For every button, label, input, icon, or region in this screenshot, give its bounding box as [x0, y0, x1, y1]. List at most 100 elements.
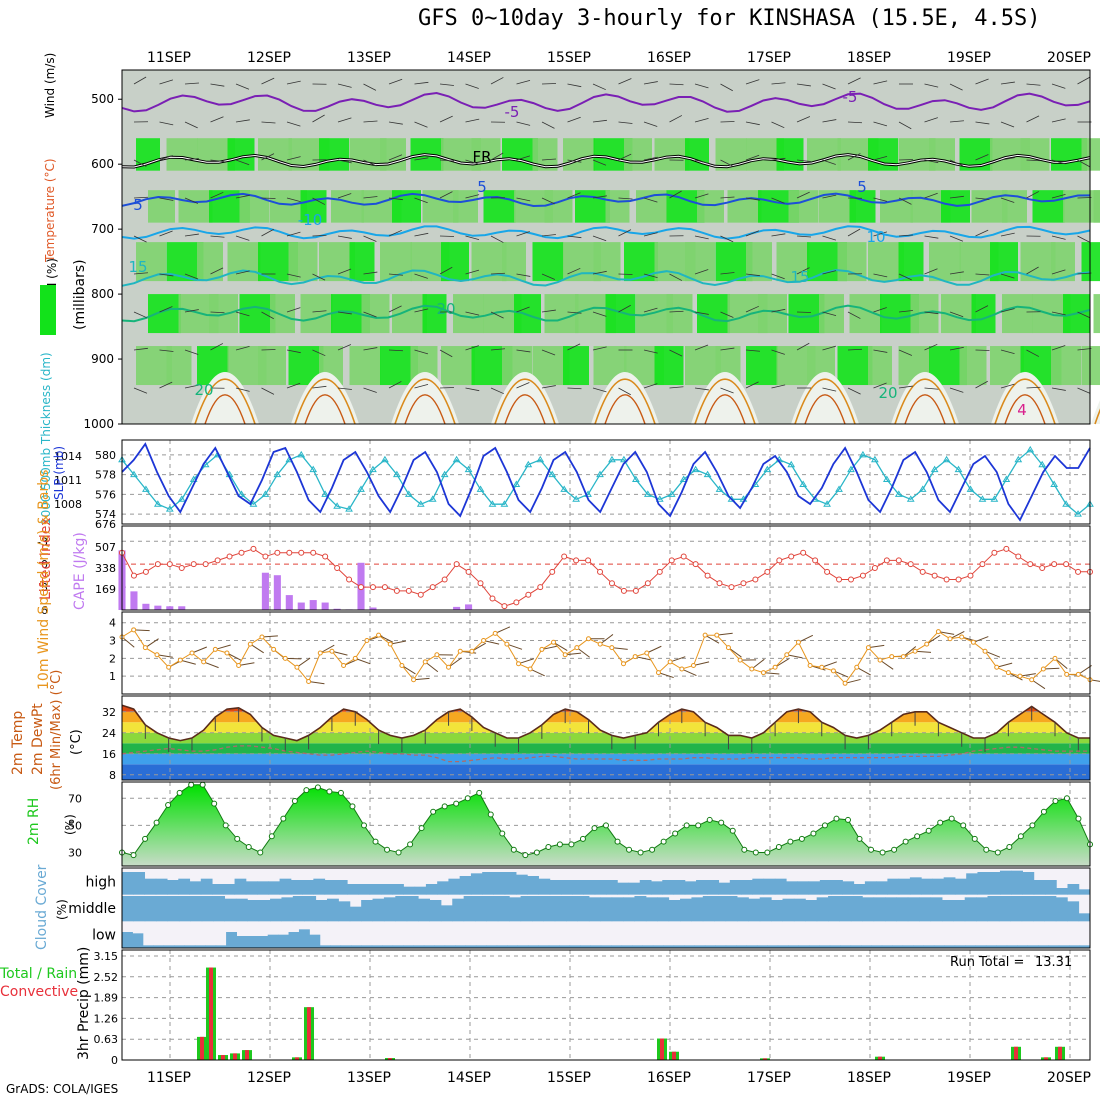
wind-barb [745, 154, 760, 161]
wind-barb [643, 349, 658, 354]
cloud-high-bar [167, 880, 179, 895]
cloud-high-bar [515, 874, 528, 895]
wind-speed-marker [271, 646, 277, 652]
cloud-low-bar [184, 945, 196, 948]
cloud-low-bar [902, 945, 914, 948]
wind-barb [337, 387, 352, 390]
wind-barb [745, 197, 760, 201]
thickness-marker [1026, 445, 1035, 453]
rh-marker [280, 815, 287, 822]
rh-fill-cell [166, 346, 192, 386]
thickness-marker [142, 485, 150, 492]
wind-barb-10m [156, 654, 173, 658]
cape-bar [333, 608, 341, 610]
contour-label: 5 [477, 178, 487, 196]
rh-marker [349, 803, 356, 810]
cape-axis-label: CAPE (J/kg) [72, 532, 88, 610]
lifted-index-marker [1027, 561, 1034, 568]
wind-barb [643, 307, 658, 313]
cloud-high-bar [999, 870, 1012, 895]
wind-barb [184, 309, 199, 313]
wind-barb-10m [424, 661, 439, 673]
wind-barb [1026, 386, 1041, 389]
wind-speed-marker [189, 650, 195, 656]
wind-barb [924, 311, 939, 315]
wind-barb [694, 235, 709, 240]
wind-speed-marker [411, 677, 417, 683]
wind-barb [847, 311, 861, 319]
wind-barb [898, 310, 913, 313]
wind-barb [975, 305, 989, 313]
wind-barb [312, 385, 327, 389]
cloud-middle-bar [941, 900, 954, 922]
cloud-high-bar [954, 878, 967, 895]
lifted-index-marker [274, 549, 281, 556]
cloud-high-bar [786, 881, 798, 895]
wind-barb [261, 153, 275, 161]
thickness-marker [1074, 510, 1082, 517]
rh-marker [810, 830, 817, 837]
temperature-contour [804, 394, 846, 425]
wind-barb [975, 121, 990, 125]
contour-5 [121, 192, 1091, 208]
rh-fill-cell [929, 138, 955, 171]
cloud-high-bar [482, 872, 494, 895]
wind-barb [210, 235, 225, 238]
cloud-high-bar [200, 878, 213, 895]
wind-barb [1051, 235, 1066, 240]
wind-barb-10m [996, 662, 1013, 668]
precip-tick-label: 3.15 [94, 950, 119, 963]
wind-speed-marker [737, 657, 743, 663]
cloud-high-bar [966, 873, 978, 895]
wind-speed-marker [749, 666, 755, 672]
dry-dome [791, 372, 859, 424]
wind-speed-marker [352, 655, 358, 661]
thickness-marker [261, 490, 270, 497]
rh-fill-cell [776, 242, 810, 282]
wind-speed-marker [679, 666, 685, 672]
contour-label: 20 [436, 300, 455, 318]
wind-speed-marker [1005, 670, 1011, 676]
wind-barb [1026, 191, 1040, 199]
rh-fill-cell [319, 138, 349, 171]
wind-barb [567, 159, 582, 163]
cape-tick-label: 507 [95, 541, 116, 554]
wind-speed-marker [527, 666, 533, 672]
cloud-middle-bar [383, 897, 396, 922]
cloud-low-bar [569, 945, 581, 948]
wind-barb-10m [576, 647, 590, 658]
wind-barb-10m [541, 645, 558, 650]
wind-barb-10m [1089, 679, 1100, 682]
wind-barb [796, 342, 810, 351]
wind-barb [949, 346, 964, 351]
cloud-high-bar [324, 880, 337, 895]
contour-label: 20 [194, 381, 213, 399]
wind-barb [745, 305, 759, 313]
lifted-index-marker [836, 576, 843, 583]
wind-barb [363, 311, 377, 318]
lifted-index-marker [895, 557, 902, 564]
temperature-contour [194, 378, 256, 425]
wind-barb-10m [308, 681, 325, 685]
wind-speed-marker [667, 659, 673, 665]
wind-barb [567, 311, 582, 314]
thickness-axis-label: 1000-500mb Thickness (dm) [39, 352, 53, 525]
wind-barb [949, 195, 964, 199]
temperature-contour [304, 394, 346, 425]
wind-barb [873, 231, 888, 237]
cloud-low-bar [194, 945, 206, 948]
lifted-index-marker [369, 584, 376, 591]
wind-barb [414, 308, 429, 313]
cloud-high-bar [673, 880, 686, 895]
rh-fill-cell [453, 190, 478, 223]
cloud-middle-bar [292, 896, 305, 922]
wind-barb-10m [949, 631, 965, 640]
wind-barb [465, 235, 480, 241]
cloud-low-bar [392, 945, 404, 948]
cloud-high-bar [493, 872, 506, 895]
lifted-index-tick-label: 6 [41, 604, 48, 617]
rh-marker [868, 846, 875, 853]
cloud-low-bar [496, 945, 508, 948]
lifted-index-marker [800, 549, 807, 556]
cloud-high-bar [1022, 872, 1035, 895]
